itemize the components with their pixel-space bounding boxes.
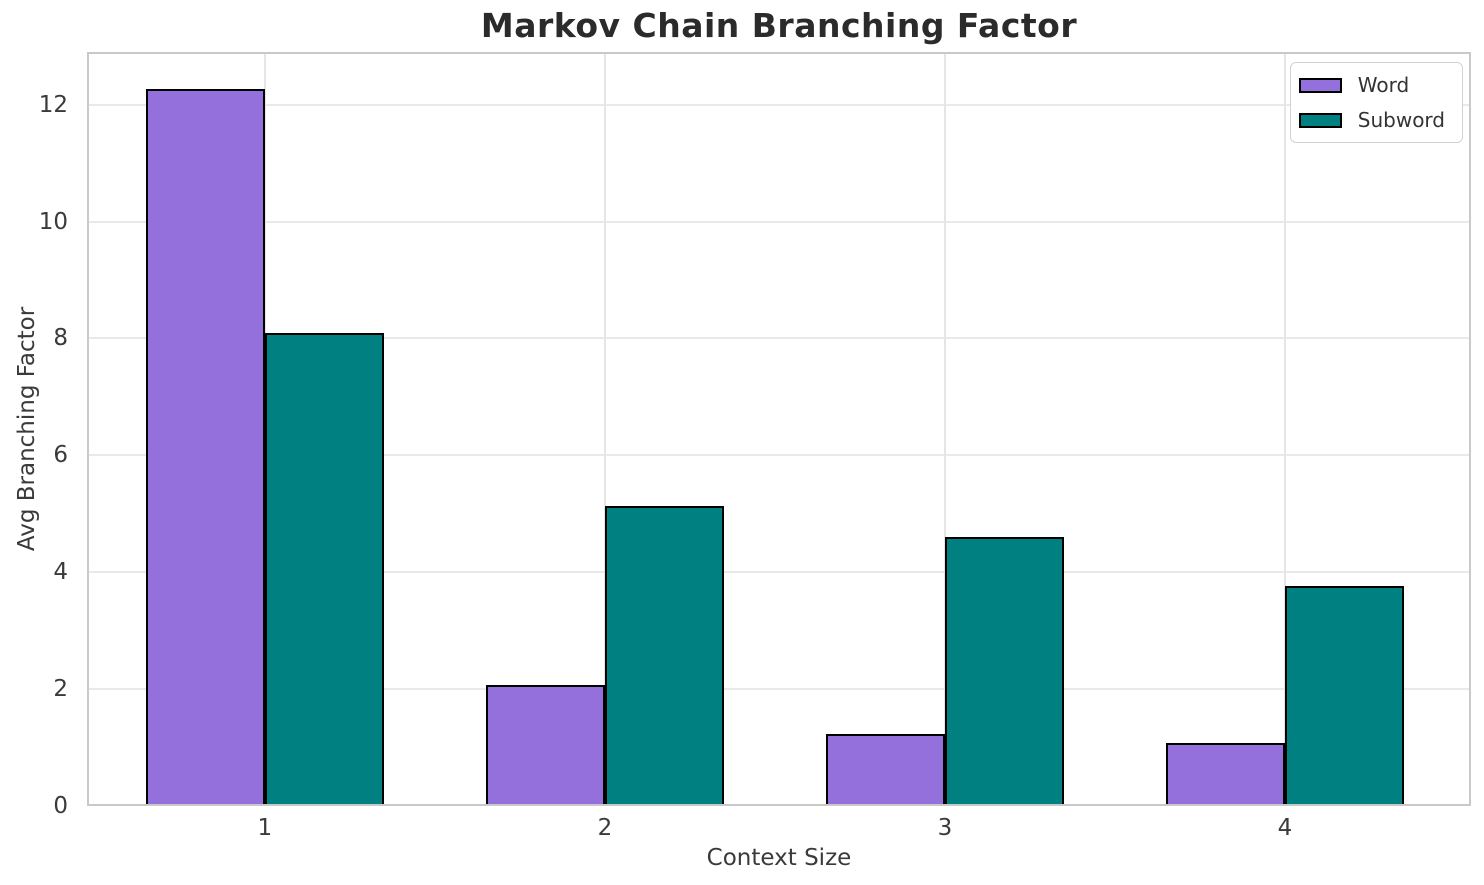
chart-title: Markov Chain Branching Factor [480,6,1078,45]
y-gridline [87,220,1471,223]
y-tick-label: 4 [53,559,68,586]
bar-subword-3 [944,537,1064,806]
y-tick-label: 6 [53,442,68,469]
bar-word-1 [145,89,265,806]
bar-word-4 [1165,742,1285,806]
y-tick-label: 0 [53,793,68,819]
bar-word-3 [825,733,945,806]
y-gridline [87,571,1471,574]
x-axis-label: Context Size [706,845,852,871]
x-tick-label: 2 [597,815,613,841]
legend-item-word: Word [1298,72,1445,98]
word-swatch-icon [1298,77,1342,93]
bar-subword-4 [1284,586,1404,806]
bar-subword-2 [604,505,724,806]
legend: Word Subword [1289,62,1463,143]
y-tick-label: 10 [38,208,68,235]
legend-label-word: Word [1357,73,1410,97]
plot-area [87,52,1471,806]
y-gridline [87,688,1471,691]
y-gridline [87,337,1471,340]
y-gridline [87,103,1471,106]
bar-subword-1 [264,332,384,806]
bar-word-2 [485,685,605,806]
subword-swatch-icon [1298,112,1342,128]
legend-item-subword: Subword [1298,107,1445,133]
y-tick-label: 2 [53,676,68,703]
y-tick-label: 8 [53,325,68,352]
x-gridline [603,52,606,806]
x-tick-label: 4 [1277,815,1293,841]
y-tick-label: 12 [38,91,68,118]
legend-label-subword: Subword [1357,108,1445,132]
y-gridline [87,454,1471,457]
x-gridline [1283,52,1286,806]
x-tick-label: 1 [257,815,273,841]
x-tick-label: 3 [937,815,953,841]
x-gridline [943,52,946,806]
